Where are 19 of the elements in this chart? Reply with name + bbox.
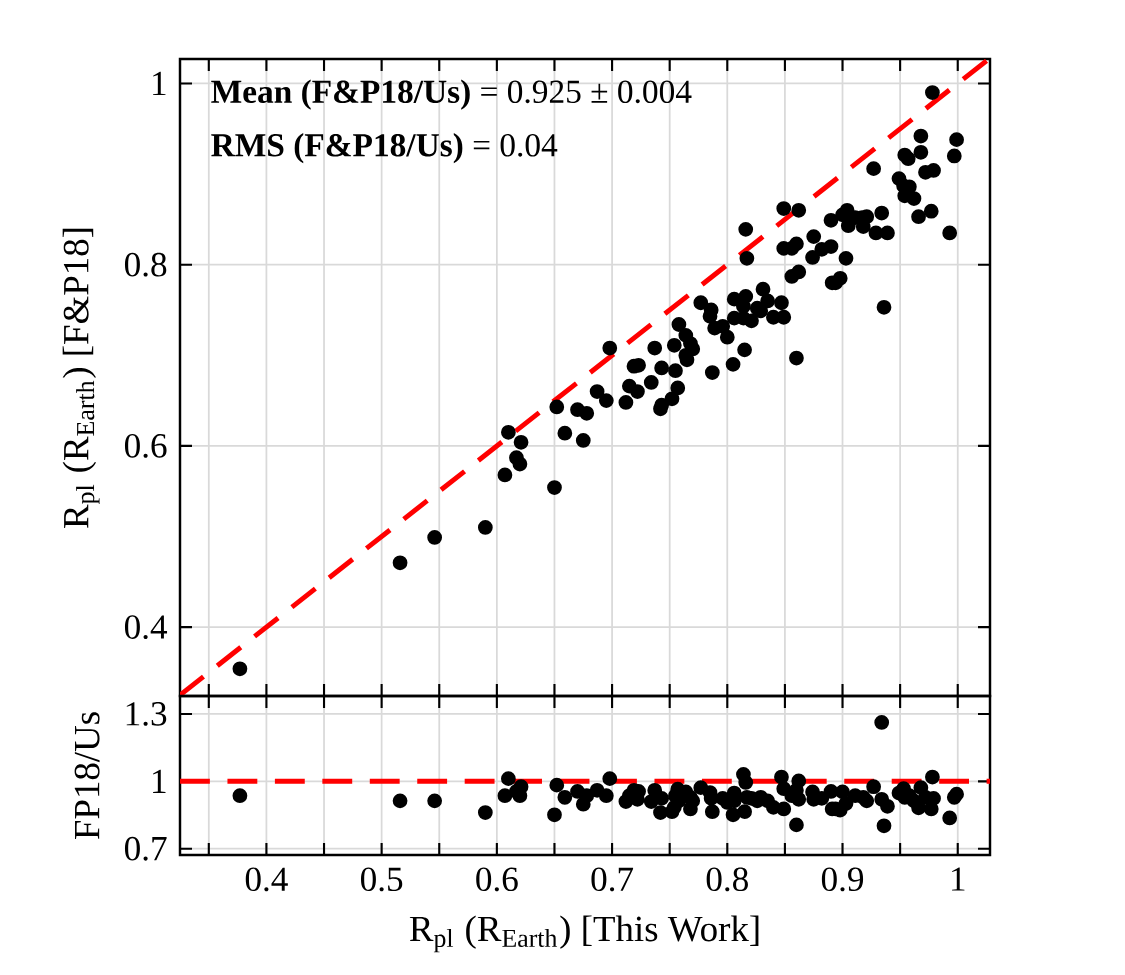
x-tick-label: 0.7: [591, 867, 634, 892]
y-tick-label: 1: [153, 71, 166, 96]
y-axis-title: R$_{pl}$ (R$_{Earth}$) [F&P18]: [62, 228, 100, 528]
y-axis-title: FP18/Us: [74, 712, 100, 840]
x-axis-title: R$_{pl}$ (R$_{Earth}$) [This Work]: [409, 915, 759, 953]
x-tick-label: 0.6: [476, 867, 518, 892]
y-tick-label: 0.6: [124, 433, 167, 458]
x-tick-label: 0.8: [706, 867, 748, 892]
x-tick-label: 1: [952, 867, 965, 891]
annotation: RMS (F&P18/Us) = 0.04: [211, 133, 558, 164]
annotation: Mean (F&P18/Us) = 0.925 ± 0.004: [211, 79, 692, 110]
y-tick-label: 1.3: [126, 702, 167, 726]
y-tick-label: 0.4: [124, 615, 168, 640]
y-tick-label: 0.7: [124, 836, 167, 861]
y-tick-label: 1: [153, 769, 166, 793]
y-tick-label: 0.8: [124, 252, 167, 277]
x-tick-label: 0.5: [360, 867, 403, 892]
x-tick-label: 0.9: [821, 867, 864, 892]
x-tick-label: 0.4: [245, 867, 288, 892]
